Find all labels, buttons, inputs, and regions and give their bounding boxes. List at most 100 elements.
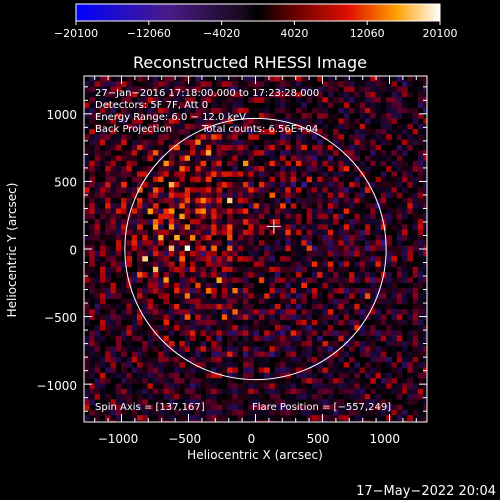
image-pixel [290,293,297,299]
image-pixel [285,266,292,273]
image-pixel [349,351,355,358]
image-pixel [94,293,101,299]
image-pixel [115,113,122,119]
image-pixel [311,197,318,204]
image-pixel [227,182,233,188]
image-pixel [402,394,408,400]
image-pixel [190,123,196,130]
image-pixel [412,213,419,220]
image-pixel [322,399,329,405]
image-pixel [137,144,143,151]
image-pixel [423,256,427,262]
image-pixel [121,155,127,162]
image-pixel [370,314,376,321]
image-pixel [110,245,117,252]
image-pixel [311,378,318,384]
image-pixel [248,314,254,321]
image-pixel [349,330,355,337]
image-pixel [89,250,95,257]
image-pixel [174,118,180,125]
image-pixel [402,123,408,130]
image-pixel [290,383,297,390]
image-pixel [327,388,334,395]
image-pixel [147,166,154,172]
image-pixel [417,394,424,400]
image-pixel [243,293,249,299]
image-pixel [115,91,122,98]
image-pixel [402,351,408,358]
image-pixel [274,187,281,193]
image-pixel [227,192,233,199]
image-pixel [354,367,360,374]
image-pixel [407,182,413,188]
image-pixel [237,245,244,252]
image-pixel [264,356,270,363]
image-pixel [264,319,270,326]
image-pixel [216,335,223,342]
image-pixel [264,102,270,109]
image-pixel [152,388,159,395]
image-pixel [205,404,212,411]
image-pixel [89,330,95,337]
image-pixel [417,409,424,416]
image-pixel [280,187,286,193]
image-pixel [417,335,424,342]
image-pixel [306,309,313,315]
image-pixel [147,372,154,379]
image-pixel [412,208,419,215]
image-pixel [343,250,350,257]
image-pixel [280,81,286,87]
image-pixel [296,367,302,374]
image-pixel [232,372,239,379]
image-pixel [110,256,117,262]
image-pixel [137,415,143,421]
image-pixel [205,176,212,183]
image-pixel [137,192,143,199]
image-pixel [349,81,355,87]
image-pixel [354,303,360,310]
image-pixel [412,309,419,315]
y-tick-label: 500 [54,176,77,190]
image-pixel [264,388,270,395]
image-pixel [338,107,345,114]
image-pixel [317,102,323,109]
image-pixel [147,277,154,284]
image-pixel [396,335,403,342]
image-pixel [274,362,281,368]
image-pixel [402,129,408,135]
image-pixel [211,288,217,294]
image-pixel [396,309,403,315]
image-pixel [311,134,318,140]
image-pixel [163,378,170,384]
image-pixel [349,378,355,384]
image-pixel [285,229,292,236]
image-pixel [386,102,392,109]
image-pixel [105,378,111,384]
image-pixel [402,388,408,395]
image-pixel [121,203,127,209]
image-pixel [216,203,223,209]
image-pixel [290,134,297,140]
image-pixel [200,208,207,215]
image-pixel [137,123,143,130]
image-pixel [402,197,408,204]
image-pixel [306,166,313,172]
image-pixel [274,203,281,209]
image-pixel [200,213,207,220]
image-pixel [94,192,101,199]
image-pixel [179,409,186,416]
image-pixel [147,91,154,98]
image-pixel [317,378,323,384]
image-pixel [227,420,233,422]
image-pixel [99,303,106,310]
image-pixel [142,235,148,241]
image-pixel [391,107,398,114]
image-pixel [311,303,318,310]
image-pixel [232,351,239,358]
image-pixel [375,107,382,114]
image-pixel [190,107,196,114]
image-pixel [232,129,239,135]
image-pixel [317,314,323,321]
image-pixel [396,213,403,220]
image-pixel [174,171,180,178]
